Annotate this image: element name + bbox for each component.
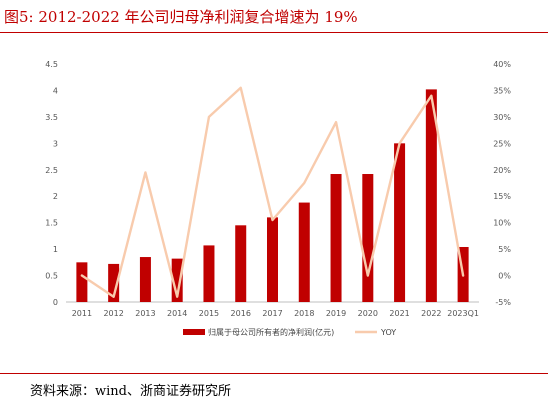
legend-swatch-bar: [183, 329, 205, 335]
bar: [203, 245, 215, 302]
y-right-tick-label: 30%: [493, 113, 511, 122]
y-left-tick-label: 1: [53, 245, 58, 254]
x-tick-label: 2017: [262, 309, 282, 318]
legend-label-line: YOY: [380, 328, 396, 337]
y-right-tick-label: 10%: [493, 219, 511, 228]
bar: [298, 202, 310, 302]
x-tick-label: 2022: [421, 309, 441, 318]
y-right-tick-label: -5%: [495, 298, 511, 307]
y-left-tick-label: 1.5: [45, 219, 58, 228]
x-tick-label: 2015: [199, 309, 219, 318]
x-tick-label: 2012: [103, 309, 123, 318]
line-series: [80, 86, 465, 298]
y-right-tick-label: 25%: [493, 139, 511, 148]
y-right-tick-label: 35%: [493, 86, 511, 95]
x-tick-label: 2018: [294, 309, 314, 318]
y-right-tick-label: 5%: [498, 245, 511, 254]
bar: [267, 217, 278, 302]
bar-series: [76, 89, 469, 303]
top-divider: [0, 32, 548, 33]
legend: 归属于母公司所有者的净利润(亿元) YOY: [183, 327, 396, 337]
legend-label-bar: 归属于母公司所有者的净利润(亿元): [208, 327, 334, 337]
x-tick-label: 2013: [135, 309, 155, 318]
y-left-tick-label: 3: [53, 139, 58, 148]
bar: [362, 174, 374, 302]
x-tick-label: 2016: [231, 309, 251, 318]
y-left-tick-label: 0.5: [45, 272, 58, 281]
y-left-tick-label: 0: [53, 298, 58, 307]
bar: [235, 225, 247, 302]
source-note: 资料来源：wind、浙商证券研究所: [30, 384, 231, 399]
y-left-tick-label: 4: [53, 86, 58, 95]
bar: [330, 174, 342, 302]
y-right-tick-label: 15%: [493, 192, 511, 201]
bar: [139, 257, 151, 302]
figure-title: 图5: 2012-2022 年公司归母净利润复合增速为 19%: [4, 8, 358, 26]
bottom-divider: [0, 373, 548, 374]
x-tick-label: 2020: [358, 309, 378, 318]
bar: [394, 143, 406, 302]
x-tick-label: 2021: [389, 309, 409, 318]
bar: [425, 89, 437, 303]
y-right-tick-label: 20%: [493, 166, 511, 175]
x-tick-label: 2011: [72, 309, 92, 318]
y-left-tick-label: 3.5: [45, 113, 58, 122]
bar: [108, 263, 120, 302]
chart: 0 0.5 1 1.5 2 2.5 3 3.5 4 4.5 -5% 0% 5% 10% 15% 20% 25% 3…: [45, 60, 511, 337]
x-tick-label: 2023Q1: [447, 309, 479, 318]
bar: [171, 258, 183, 302]
y-right-tick-label: 40%: [493, 60, 511, 69]
chart-axes: 0 0.5 1 1.5 2 2.5 3 3.5 4 4.5 -5% 0% 5% 10% 15% 20% 25% 3…: [45, 60, 511, 318]
y-left-tick-label: 2: [53, 192, 58, 201]
y-left-tick-label: 4.5: [45, 60, 58, 69]
bar: [76, 262, 88, 302]
x-tick-label: 2019: [326, 309, 346, 318]
x-tick-label: 2014: [167, 309, 187, 318]
y-right-tick-label: 0%: [498, 272, 511, 281]
y-left-tick-label: 2.5: [45, 166, 58, 175]
